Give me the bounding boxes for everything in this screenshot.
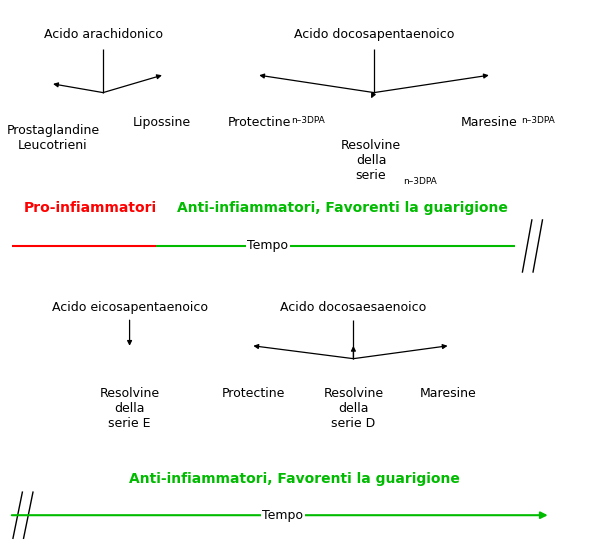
Text: n–3DPA: n–3DPA <box>403 176 437 186</box>
Text: Protectine: Protectine <box>227 116 291 129</box>
Text: Protectine: Protectine <box>221 387 285 400</box>
Text: Maresine: Maresine <box>461 116 517 129</box>
Text: Resolvine
della
serie: Resolvine della serie <box>341 139 401 182</box>
Text: Prostaglandine
Leucotrieni: Prostaglandine Leucotrieni <box>6 124 100 152</box>
Text: Pro-infiammatori: Pro-infiammatori <box>24 201 157 215</box>
Text: Acido docosapentaenoico: Acido docosapentaenoico <box>294 28 454 41</box>
Text: Resolvine
della
serie E: Resolvine della serie E <box>100 387 160 430</box>
Text: Acido eicosapentaenoico: Acido eicosapentaenoico <box>52 301 207 314</box>
Text: Acido docosaesaenoico: Acido docosaesaenoico <box>280 301 426 314</box>
Text: n–3DPA: n–3DPA <box>521 116 555 124</box>
Text: Tempo: Tempo <box>247 240 289 252</box>
Text: Anti-infiammatori, Favorenti la guarigione: Anti-infiammatori, Favorenti la guarigio… <box>177 201 508 215</box>
Text: Acido arachidonico: Acido arachidonico <box>44 28 163 41</box>
Text: Maresine: Maresine <box>419 387 476 400</box>
Text: Tempo: Tempo <box>262 509 303 522</box>
Text: n–3DPA: n–3DPA <box>292 116 325 124</box>
Text: Anti-infiammatori, Favorenti la guarigione: Anti-infiammatori, Favorenti la guarigio… <box>129 472 460 486</box>
Text: Lipossine: Lipossine <box>133 116 191 129</box>
Text: Resolvine
della
serie D: Resolvine della serie D <box>323 387 383 430</box>
